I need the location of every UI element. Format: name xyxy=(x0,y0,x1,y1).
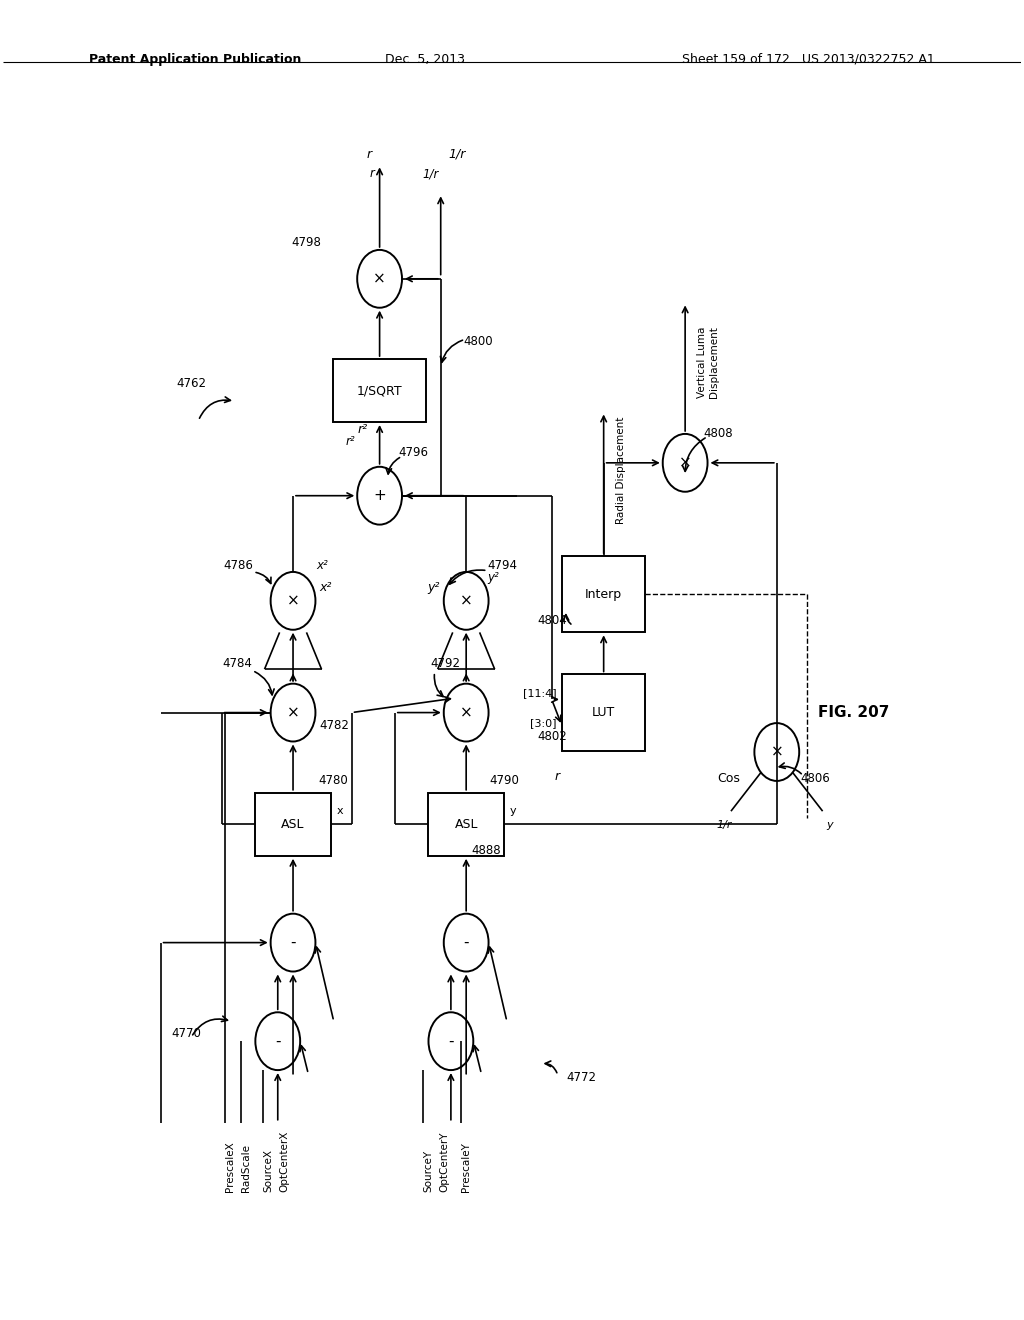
Text: Vertical Luma
Displacement: Vertical Luma Displacement xyxy=(697,326,719,397)
Text: PrescaleX: PrescaleX xyxy=(225,1142,234,1192)
Text: -: - xyxy=(275,1034,281,1048)
Text: Cos: Cos xyxy=(717,772,740,785)
Text: -: - xyxy=(464,935,469,950)
Text: ×: × xyxy=(460,705,472,721)
Text: ×: × xyxy=(679,455,691,470)
Text: -: - xyxy=(449,1034,454,1048)
Text: y: y xyxy=(510,807,516,816)
Text: ASL: ASL xyxy=(282,818,305,830)
Text: 4808: 4808 xyxy=(703,428,733,441)
Text: r: r xyxy=(370,168,375,180)
Text: 4804: 4804 xyxy=(538,614,567,627)
Text: LUT: LUT xyxy=(592,706,615,719)
Text: 4786: 4786 xyxy=(223,558,253,572)
Text: ×: × xyxy=(287,705,299,721)
Text: [11:4]: [11:4] xyxy=(523,688,557,698)
Text: 4792: 4792 xyxy=(430,657,461,671)
Text: 4790: 4790 xyxy=(489,775,519,788)
Text: OptCenterX: OptCenterX xyxy=(280,1131,290,1192)
Text: y²: y² xyxy=(427,581,439,594)
Text: 4888: 4888 xyxy=(471,843,501,857)
Text: 1/r: 1/r xyxy=(449,148,466,161)
Text: ×: × xyxy=(460,594,472,609)
Text: 4800: 4800 xyxy=(463,335,493,348)
Text: r²: r² xyxy=(357,424,368,437)
Text: ×: × xyxy=(287,594,299,609)
Text: r: r xyxy=(554,771,559,783)
Text: +: + xyxy=(373,488,386,503)
Text: 4770: 4770 xyxy=(171,1027,202,1040)
Text: y: y xyxy=(826,820,834,830)
Text: PrescaleY: PrescaleY xyxy=(461,1143,471,1192)
Text: SourceY: SourceY xyxy=(423,1150,433,1192)
Text: [3:0]: [3:0] xyxy=(530,718,557,729)
Text: 4772: 4772 xyxy=(566,1072,596,1085)
Bar xyxy=(255,793,331,855)
Text: 4798: 4798 xyxy=(292,235,322,248)
Text: 1/r: 1/r xyxy=(716,820,731,830)
Text: 1/SQRT: 1/SQRT xyxy=(356,384,402,397)
Bar xyxy=(333,359,426,422)
Text: y²: y² xyxy=(487,570,500,583)
Text: ×: × xyxy=(373,272,386,286)
Text: 4782: 4782 xyxy=(319,719,349,733)
Text: x²: x² xyxy=(316,558,329,572)
Text: Patent Application Publication: Patent Application Publication xyxy=(89,53,302,66)
Text: Dec. 5, 2013: Dec. 5, 2013 xyxy=(385,53,466,66)
Text: 4780: 4780 xyxy=(318,775,348,788)
Text: 4806: 4806 xyxy=(800,772,830,785)
Text: 4794: 4794 xyxy=(487,558,517,572)
Text: RadScale: RadScale xyxy=(241,1144,251,1192)
Text: FIG. 207: FIG. 207 xyxy=(817,705,889,721)
Bar xyxy=(428,793,505,855)
Text: 4796: 4796 xyxy=(398,446,428,459)
Text: SourceX: SourceX xyxy=(263,1150,273,1192)
Text: ×: × xyxy=(770,744,783,759)
Text: OptCenterY: OptCenterY xyxy=(439,1131,450,1192)
Text: ASL: ASL xyxy=(455,818,478,830)
Text: 4784: 4784 xyxy=(222,657,252,671)
Text: 4802: 4802 xyxy=(538,730,567,743)
Text: -: - xyxy=(290,935,296,950)
Text: x²: x² xyxy=(319,581,332,594)
Bar xyxy=(562,675,645,751)
Text: x: x xyxy=(336,807,343,816)
Text: 4762: 4762 xyxy=(176,378,207,391)
Text: 1/r: 1/r xyxy=(422,168,438,180)
Text: Radial Displacement: Radial Displacement xyxy=(615,417,626,524)
Text: Sheet 159 of 172   US 2013/0322752 A1: Sheet 159 of 172 US 2013/0322752 A1 xyxy=(682,53,935,66)
Text: r²: r² xyxy=(345,436,355,449)
Bar xyxy=(562,556,645,632)
Text: r: r xyxy=(367,148,372,161)
Text: Interp: Interp xyxy=(585,587,623,601)
